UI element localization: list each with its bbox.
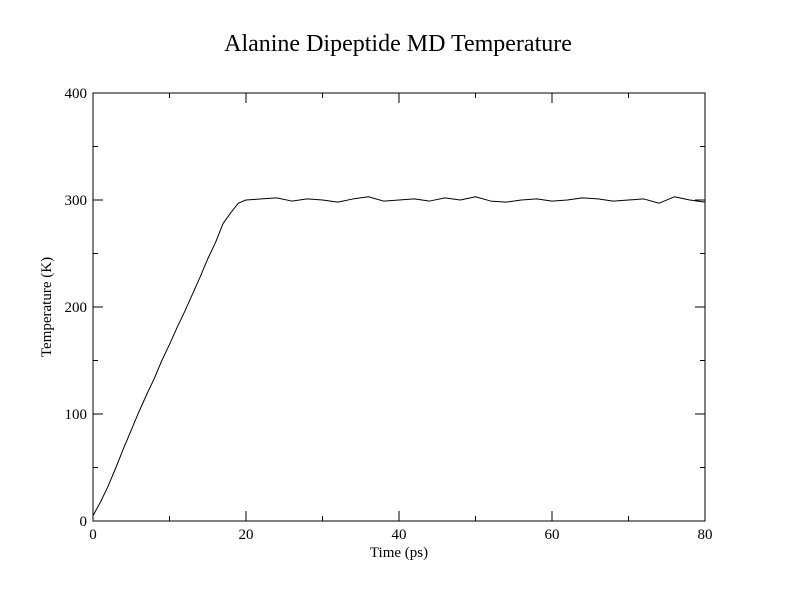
y-tick-label-200: 200 [65, 300, 88, 316]
y-tick-label-300: 300 [65, 193, 88, 209]
y-axis-label: Temperature (K) [39, 257, 55, 357]
chart-title: Alanine Dipeptide MD Temperature [224, 31, 572, 57]
y-tick-label-100: 100 [65, 407, 88, 423]
x-tick-label-0: 0 [89, 527, 97, 543]
x-tick-label-60: 60 [545, 527, 560, 543]
x-axis-label: Time (ps) [370, 545, 428, 561]
x-tick-label-20: 20 [239, 527, 254, 543]
y-tick-label-0: 0 [80, 514, 88, 530]
temperature-series-line [92, 196, 706, 516]
x-tick-label-40: 40 [392, 527, 407, 543]
x-tick-label-80: 80 [698, 527, 713, 543]
plot-frame [92, 92, 706, 522]
axis-ticks [92, 92, 706, 522]
y-tick-label-400: 400 [65, 86, 88, 102]
